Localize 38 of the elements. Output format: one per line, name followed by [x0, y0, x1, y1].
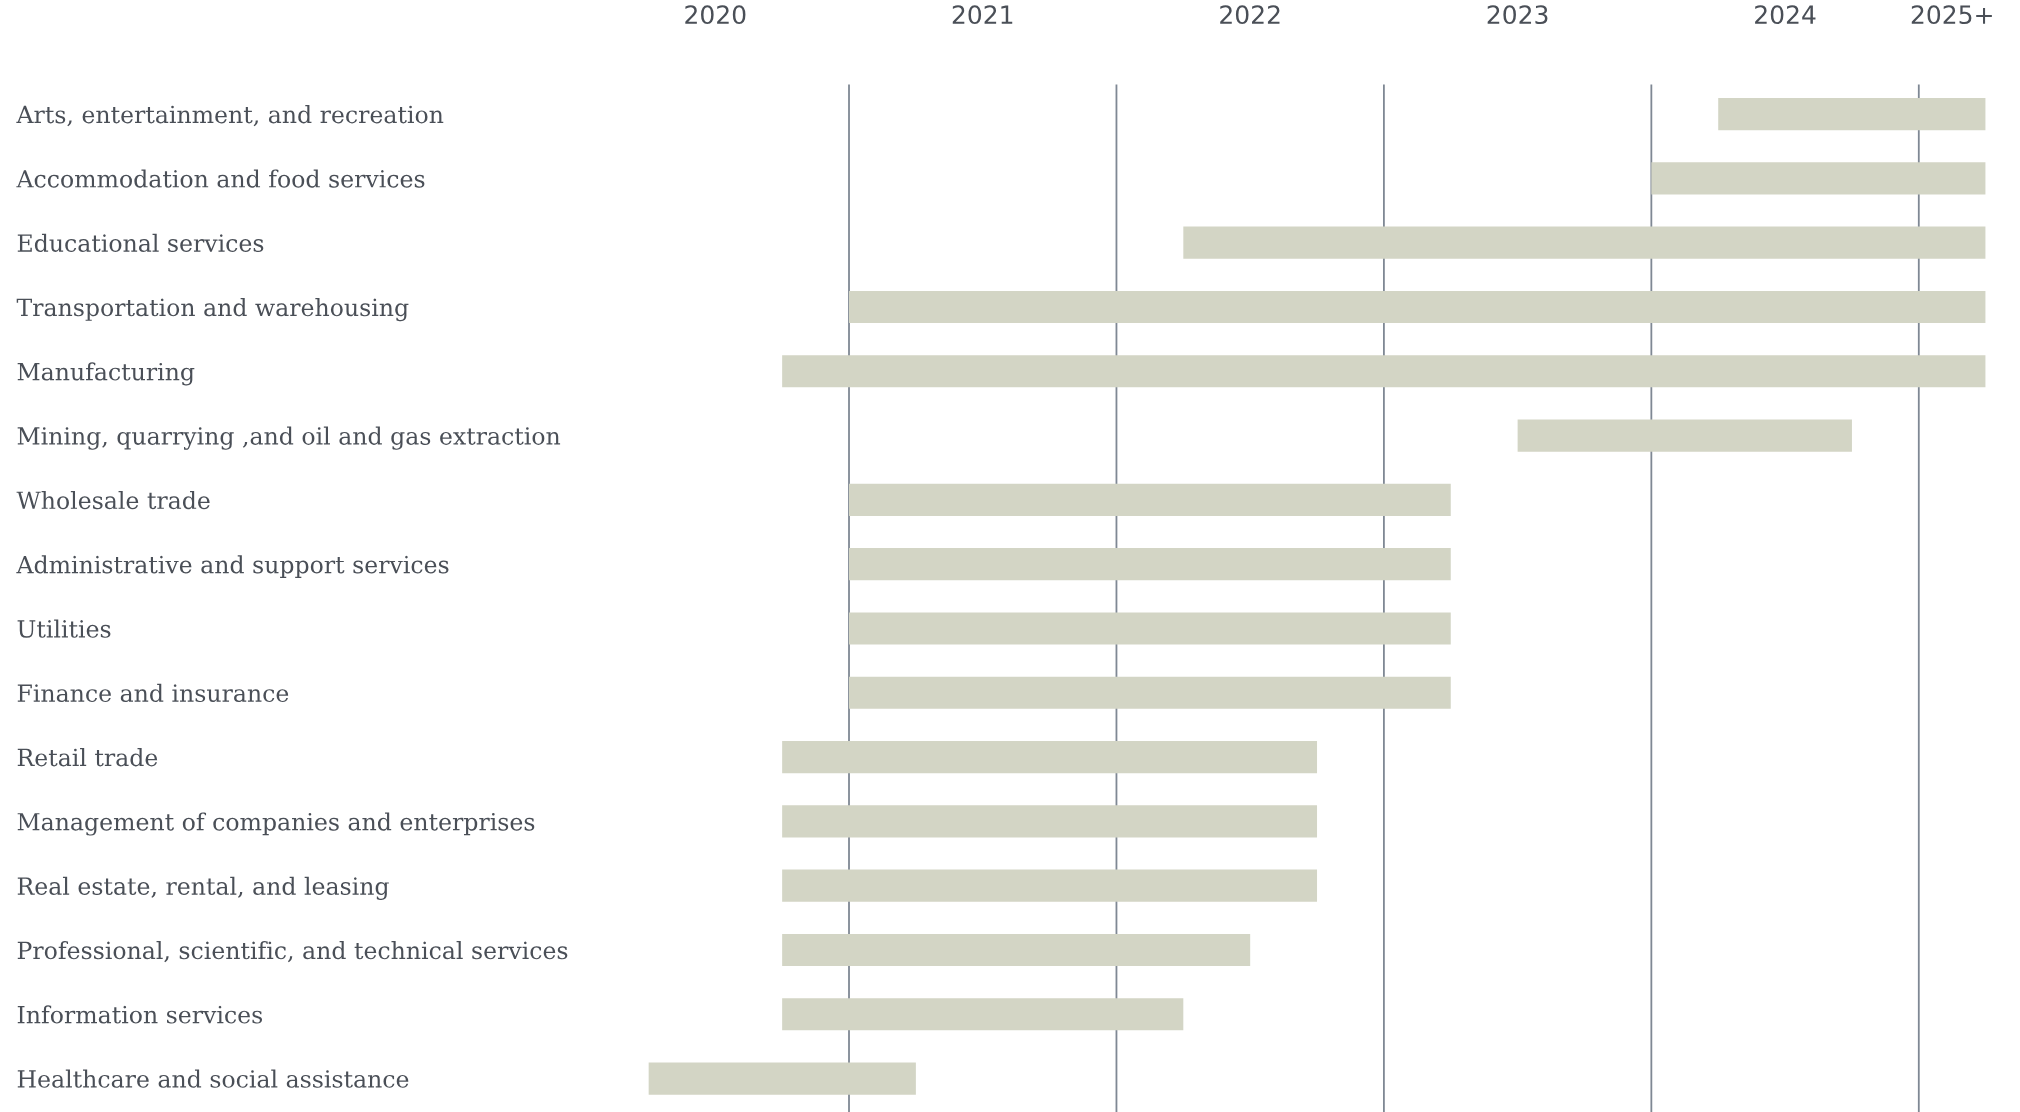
bar	[648, 1062, 916, 1095]
x-tick-label: 2025+	[1911, 5, 1992, 25]
bar	[782, 998, 1184, 1031]
y-tick-label: Accommodation and food services	[16, 169, 425, 188]
bar	[849, 548, 1451, 581]
bar	[782, 805, 1318, 838]
bar	[1718, 98, 1986, 131]
bar	[782, 355, 1986, 388]
y-tick-label: Administrative and support services	[16, 555, 449, 579]
y-tick-label: Educational services	[17, 233, 264, 252]
bar	[849, 483, 1451, 516]
bar	[782, 869, 1318, 902]
y-tick-label: Utilities	[17, 619, 111, 638]
y-tick-label: Mining, quarrying ,and oil and gas extraction	[17, 426, 561, 450]
bar	[782, 741, 1318, 774]
y-tick-label: Finance and insurance	[17, 683, 289, 703]
y-tick-label: Professional, scientific, and technical services	[17, 941, 568, 963]
bar	[782, 933, 1251, 967]
bar	[1651, 162, 1986, 195]
y-tick-label: Manufacturing	[17, 362, 195, 386]
y-tick-label: Information services	[17, 1005, 263, 1024]
x-tick-label: 2020	[685, 5, 746, 25]
x-tick-label: 2024	[1755, 5, 1816, 25]
y-tick-label: Management of companies and enterprises	[17, 812, 535, 836]
bar	[1183, 226, 1986, 259]
y-tick-label: Arts, entertainment, and recreation	[16, 105, 444, 127]
bar	[1517, 419, 1852, 452]
x-tick-label: 2022	[1220, 5, 1280, 25]
bar	[849, 676, 1451, 709]
y-tick-label: Retail trade	[17, 748, 158, 767]
y-tick-label: Real estate, rental, and leasing	[17, 876, 389, 900]
y-tick-label: Healthcare and social assistance	[17, 1069, 409, 1088]
bar	[849, 612, 1451, 645]
y-tick-label: Transportation and warehousing	[16, 298, 409, 322]
bar	[849, 290, 1986, 324]
x-tick-label: 2023	[1487, 5, 1548, 25]
y-tick-label: Wholesale trade	[16, 490, 210, 510]
x-tick-label: 2021	[952, 5, 1013, 25]
